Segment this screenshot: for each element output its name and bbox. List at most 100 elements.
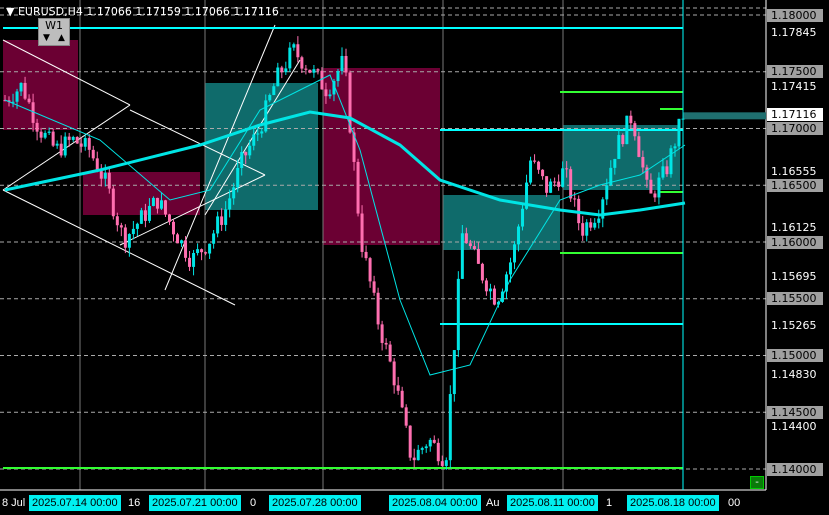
candle-body bbox=[480, 263, 484, 281]
candle-body bbox=[39, 131, 43, 138]
candle-body bbox=[119, 225, 123, 228]
candle-body bbox=[392, 361, 396, 386]
price-level-label: 1.14000 bbox=[767, 462, 823, 476]
candle-body bbox=[533, 160, 537, 162]
price-tick-label: 1.16125 bbox=[771, 221, 817, 235]
candle-body bbox=[444, 460, 448, 466]
candle-body bbox=[436, 442, 440, 462]
candle-body bbox=[99, 171, 103, 179]
candle-body bbox=[212, 233, 216, 244]
candle-body bbox=[19, 82, 23, 92]
candle-body bbox=[200, 249, 204, 253]
candle-body bbox=[228, 198, 232, 210]
candle-body bbox=[645, 167, 649, 180]
candle-body bbox=[589, 222, 593, 228]
candle-body bbox=[553, 181, 557, 183]
candle-body bbox=[673, 146, 677, 149]
candle-body bbox=[236, 168, 240, 188]
price-level-label: 1.16500 bbox=[767, 178, 823, 192]
price-tick-label: 1.17845 bbox=[771, 26, 817, 40]
candle-body bbox=[416, 449, 420, 461]
candle-body bbox=[400, 390, 404, 408]
candle-body bbox=[115, 216, 119, 226]
candle-body bbox=[316, 69, 320, 71]
candle-body bbox=[456, 278, 460, 351]
candle-body bbox=[581, 223, 585, 236]
candle-body bbox=[328, 94, 332, 97]
candle-body bbox=[83, 138, 87, 147]
candle-body bbox=[55, 143, 59, 146]
candle-body bbox=[63, 136, 67, 156]
candle-body bbox=[272, 86, 276, 95]
candle-body bbox=[529, 160, 533, 183]
candle-body bbox=[428, 439, 432, 447]
candle-body bbox=[151, 197, 155, 206]
candle-body bbox=[348, 72, 352, 133]
candle-body bbox=[23, 82, 27, 99]
price-level-label: 1.16000 bbox=[767, 235, 823, 249]
candle-body bbox=[476, 248, 480, 264]
price-tick-label: 1.17415 bbox=[771, 79, 817, 93]
candle-body bbox=[364, 251, 368, 259]
candle-body bbox=[248, 145, 252, 156]
candle-body bbox=[260, 131, 264, 134]
candle-body bbox=[448, 394, 452, 461]
candle-body bbox=[143, 210, 147, 221]
candle-body bbox=[204, 252, 208, 254]
price-tick-label: 1.14400 bbox=[771, 420, 817, 434]
candle-body bbox=[368, 258, 372, 282]
period-button[interactable]: W1 ▼ ▲ bbox=[38, 18, 70, 46]
candle-body bbox=[35, 122, 39, 132]
candle-body bbox=[167, 214, 171, 222]
dropdown-triangle-icon[interactable]: ▼ bbox=[6, 5, 15, 18]
candle-body bbox=[432, 439, 436, 443]
price-level-label: 1.17500 bbox=[767, 65, 823, 79]
candle-body bbox=[184, 240, 188, 258]
candle-body bbox=[332, 81, 336, 95]
candle-body bbox=[484, 280, 488, 292]
trend-line bbox=[2, 39, 131, 106]
candle-body bbox=[27, 98, 31, 103]
candle-body bbox=[372, 281, 376, 293]
candle-body bbox=[300, 57, 304, 69]
candle-body bbox=[545, 176, 549, 193]
period-down-icon[interactable]: ▼ bbox=[43, 33, 50, 43]
price-tick-label: 1.16555 bbox=[771, 164, 817, 178]
fast-moving-average bbox=[4, 74, 686, 376]
candle-body bbox=[308, 69, 312, 73]
candle-body bbox=[641, 156, 645, 168]
candle-body bbox=[609, 167, 613, 186]
candle-body bbox=[176, 234, 180, 244]
candle-body bbox=[192, 253, 196, 267]
time-tick-label: 8 Jul bbox=[2, 497, 26, 509]
candle-body bbox=[669, 148, 673, 175]
candle-body bbox=[67, 136, 71, 140]
price-level-label: 1.18000 bbox=[767, 8, 823, 22]
time-tick-label: 00 bbox=[728, 497, 741, 509]
symbol-timeframe: EURUSD,H4 bbox=[17, 5, 83, 18]
candle-body bbox=[220, 216, 224, 225]
candle-body bbox=[649, 179, 653, 194]
candle-body bbox=[629, 115, 633, 124]
candle-body bbox=[312, 69, 316, 73]
trend-line bbox=[164, 24, 276, 291]
candle-body bbox=[492, 288, 496, 305]
candle-body bbox=[7, 100, 11, 102]
candle-body bbox=[344, 55, 348, 73]
candle-body bbox=[240, 152, 244, 169]
time-tick-label: 16 bbox=[128, 497, 141, 509]
candle-body bbox=[216, 216, 220, 234]
current-price-label: 1.17116 bbox=[767, 108, 823, 121]
supply-demand-zone bbox=[323, 68, 440, 245]
period-up-icon[interactable]: ▲ bbox=[58, 33, 65, 43]
candle-body bbox=[557, 181, 561, 187]
candle-body bbox=[605, 185, 609, 200]
candle-body bbox=[11, 101, 15, 103]
candle-body bbox=[340, 55, 344, 72]
time-tick-label: 1 bbox=[606, 497, 613, 509]
candle-body bbox=[561, 168, 565, 187]
candle-body bbox=[661, 166, 665, 178]
candle-body bbox=[244, 152, 248, 156]
minimize-button[interactable]: - bbox=[750, 476, 764, 489]
